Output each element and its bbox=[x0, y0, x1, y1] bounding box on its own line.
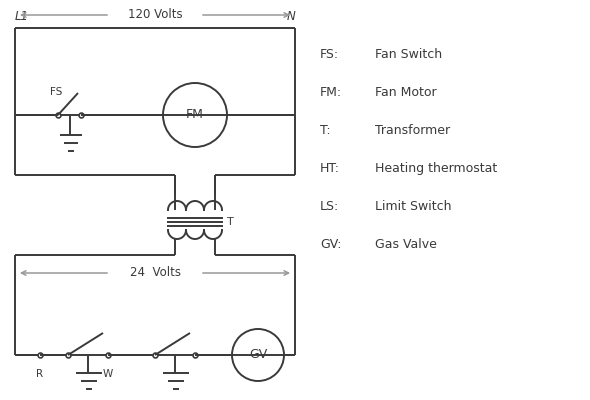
Text: T:: T: bbox=[320, 124, 330, 137]
Text: Gas Valve: Gas Valve bbox=[375, 238, 437, 251]
Text: Heating thermostat: Heating thermostat bbox=[375, 162, 497, 175]
Text: L1: L1 bbox=[15, 10, 29, 23]
Text: FM: FM bbox=[186, 108, 204, 122]
Text: HT:: HT: bbox=[320, 162, 340, 175]
Text: LS:: LS: bbox=[320, 200, 339, 213]
Text: Fan Motor: Fan Motor bbox=[375, 86, 437, 99]
Text: T: T bbox=[227, 217, 234, 227]
Text: N: N bbox=[286, 10, 295, 23]
Text: W: W bbox=[103, 369, 113, 379]
Text: Transformer: Transformer bbox=[375, 124, 450, 137]
Text: Fan Switch: Fan Switch bbox=[375, 48, 442, 61]
Text: 120 Volts: 120 Volts bbox=[127, 8, 182, 22]
Text: FS: FS bbox=[50, 87, 63, 97]
Text: GV: GV bbox=[249, 348, 267, 362]
Text: GV:: GV: bbox=[320, 238, 342, 251]
Text: R: R bbox=[37, 369, 44, 379]
Text: FM:: FM: bbox=[320, 86, 342, 99]
Text: 24  Volts: 24 Volts bbox=[129, 266, 181, 280]
Text: FS:: FS: bbox=[320, 48, 339, 61]
Text: Limit Switch: Limit Switch bbox=[375, 200, 451, 213]
